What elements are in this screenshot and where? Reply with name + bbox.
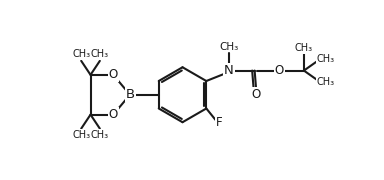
Text: O: O: [275, 64, 284, 77]
Text: CH₃: CH₃: [316, 54, 334, 64]
Text: O: O: [109, 68, 118, 81]
Text: CH₃: CH₃: [316, 77, 334, 87]
Text: O: O: [109, 108, 118, 121]
Text: N: N: [224, 64, 234, 77]
Text: CH₃: CH₃: [91, 130, 109, 140]
Text: CH₃: CH₃: [72, 49, 90, 59]
Text: CH₃: CH₃: [295, 43, 313, 53]
Text: F: F: [216, 116, 222, 129]
Text: CH₃: CH₃: [72, 130, 90, 140]
Text: CH₃: CH₃: [219, 42, 239, 51]
Text: CH₃: CH₃: [91, 49, 109, 59]
Text: B: B: [126, 88, 135, 101]
Text: O: O: [252, 88, 261, 101]
